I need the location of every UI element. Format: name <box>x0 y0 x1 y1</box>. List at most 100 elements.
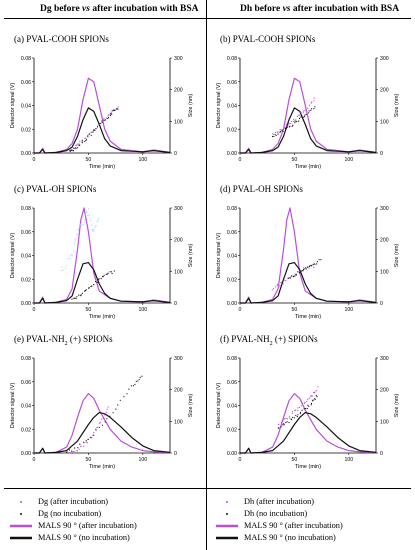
size-point <box>275 134 277 137</box>
size-point <box>77 143 79 145</box>
size-after-series <box>277 386 319 426</box>
size-point <box>283 419 285 421</box>
y-right-tick-label: 200 <box>380 238 389 244</box>
size-point <box>96 281 98 284</box>
x-tick-label: 0 <box>239 157 242 163</box>
x-tick-label: 0 <box>33 307 36 313</box>
y-left-tick-label: 0.00 <box>227 451 237 457</box>
mals-after-line <box>34 77 171 154</box>
size-point <box>70 149 72 151</box>
panel-c-label: (c) PVAL-OH SPIONs <box>14 184 97 194</box>
size-point <box>283 128 285 130</box>
size-point <box>76 147 79 149</box>
y-left-axis-label: Detector signal (V) <box>10 233 16 279</box>
size-point <box>310 265 313 267</box>
size-point <box>75 148 77 150</box>
size-point <box>280 281 282 283</box>
y-right-tick-label: 300 <box>380 206 389 212</box>
y-left-tick-label: 0.08 <box>227 206 237 212</box>
size-point <box>314 398 316 400</box>
x-tick-label: 0 <box>33 457 36 463</box>
size-point <box>304 267 307 269</box>
size-point <box>112 412 114 414</box>
size-point <box>100 278 102 280</box>
size-point <box>84 214 86 216</box>
x-tick-label: 100 <box>138 307 147 313</box>
size-point <box>86 212 88 214</box>
size-point <box>96 426 98 428</box>
size-after-series <box>272 97 315 135</box>
size-after-series <box>65 406 109 454</box>
size-point <box>291 411 294 413</box>
size-point <box>87 438 89 440</box>
mals-after-line <box>34 392 171 454</box>
size-point <box>77 229 79 231</box>
size-point <box>308 112 310 114</box>
size-point <box>288 277 290 279</box>
size-point <box>117 108 119 110</box>
size-point <box>94 129 96 131</box>
legend-label: Dg (after incubation) <box>38 497 109 506</box>
size-point <box>292 416 294 418</box>
x-axis-label: Time (min) <box>295 164 321 170</box>
mals-none-line <box>34 261 171 304</box>
size-point <box>65 451 68 453</box>
size-point <box>293 118 295 120</box>
size-point <box>295 274 297 276</box>
size-point <box>291 121 293 123</box>
y-right-axis-label: Size (nm) <box>188 394 194 418</box>
size-point <box>111 113 113 115</box>
size-point <box>317 386 319 388</box>
size-point <box>308 397 310 399</box>
size-point <box>83 445 85 447</box>
y-right-tick-label: 0 <box>174 151 177 157</box>
size-point <box>284 127 286 130</box>
size-point <box>307 404 309 406</box>
y-right-tick-label: 300 <box>174 356 183 362</box>
size-point <box>307 107 309 109</box>
y-right-tick-label: 200 <box>380 388 389 394</box>
size-point <box>296 416 298 418</box>
size-point <box>312 264 314 266</box>
size-point <box>285 127 287 129</box>
size-point <box>296 121 298 123</box>
size-point <box>299 413 301 415</box>
x-tick-label: 50 <box>86 157 92 163</box>
size-point <box>77 233 79 235</box>
x-tick-label: 100 <box>344 307 353 313</box>
size-point <box>301 402 303 404</box>
size-point <box>91 229 94 231</box>
x-tick-label: 100 <box>138 457 147 463</box>
size-point <box>290 276 292 278</box>
x-tick-label: 50 <box>86 307 92 313</box>
size-point <box>79 443 81 445</box>
y-right-tick-label: 200 <box>174 238 183 244</box>
size-point <box>89 220 92 222</box>
size-point <box>104 414 106 416</box>
size-point <box>309 265 311 268</box>
y-right-tick-label: 300 <box>380 56 389 62</box>
size-point <box>69 255 71 257</box>
size-point <box>70 254 72 256</box>
size-point <box>99 124 101 126</box>
legend-line-none <box>10 536 32 540</box>
y-right-tick-label: 100 <box>174 269 183 275</box>
size-point <box>307 398 309 400</box>
size-point <box>85 440 87 442</box>
size-point <box>313 263 315 265</box>
size-point <box>272 133 274 135</box>
legend-line-none <box>216 536 238 540</box>
legend-dot-none <box>226 513 228 515</box>
x-tick-label: 50 <box>292 157 298 163</box>
size-point <box>314 106 316 108</box>
y-left-tick-label: 0.06 <box>21 80 31 86</box>
size-point <box>93 434 95 436</box>
size-point <box>284 127 286 129</box>
size-point <box>298 117 301 120</box>
size-point <box>282 130 284 133</box>
size-point <box>299 411 302 414</box>
size-point <box>100 122 102 125</box>
size-point <box>289 277 291 279</box>
size-point <box>137 380 139 382</box>
size-point <box>84 289 87 292</box>
